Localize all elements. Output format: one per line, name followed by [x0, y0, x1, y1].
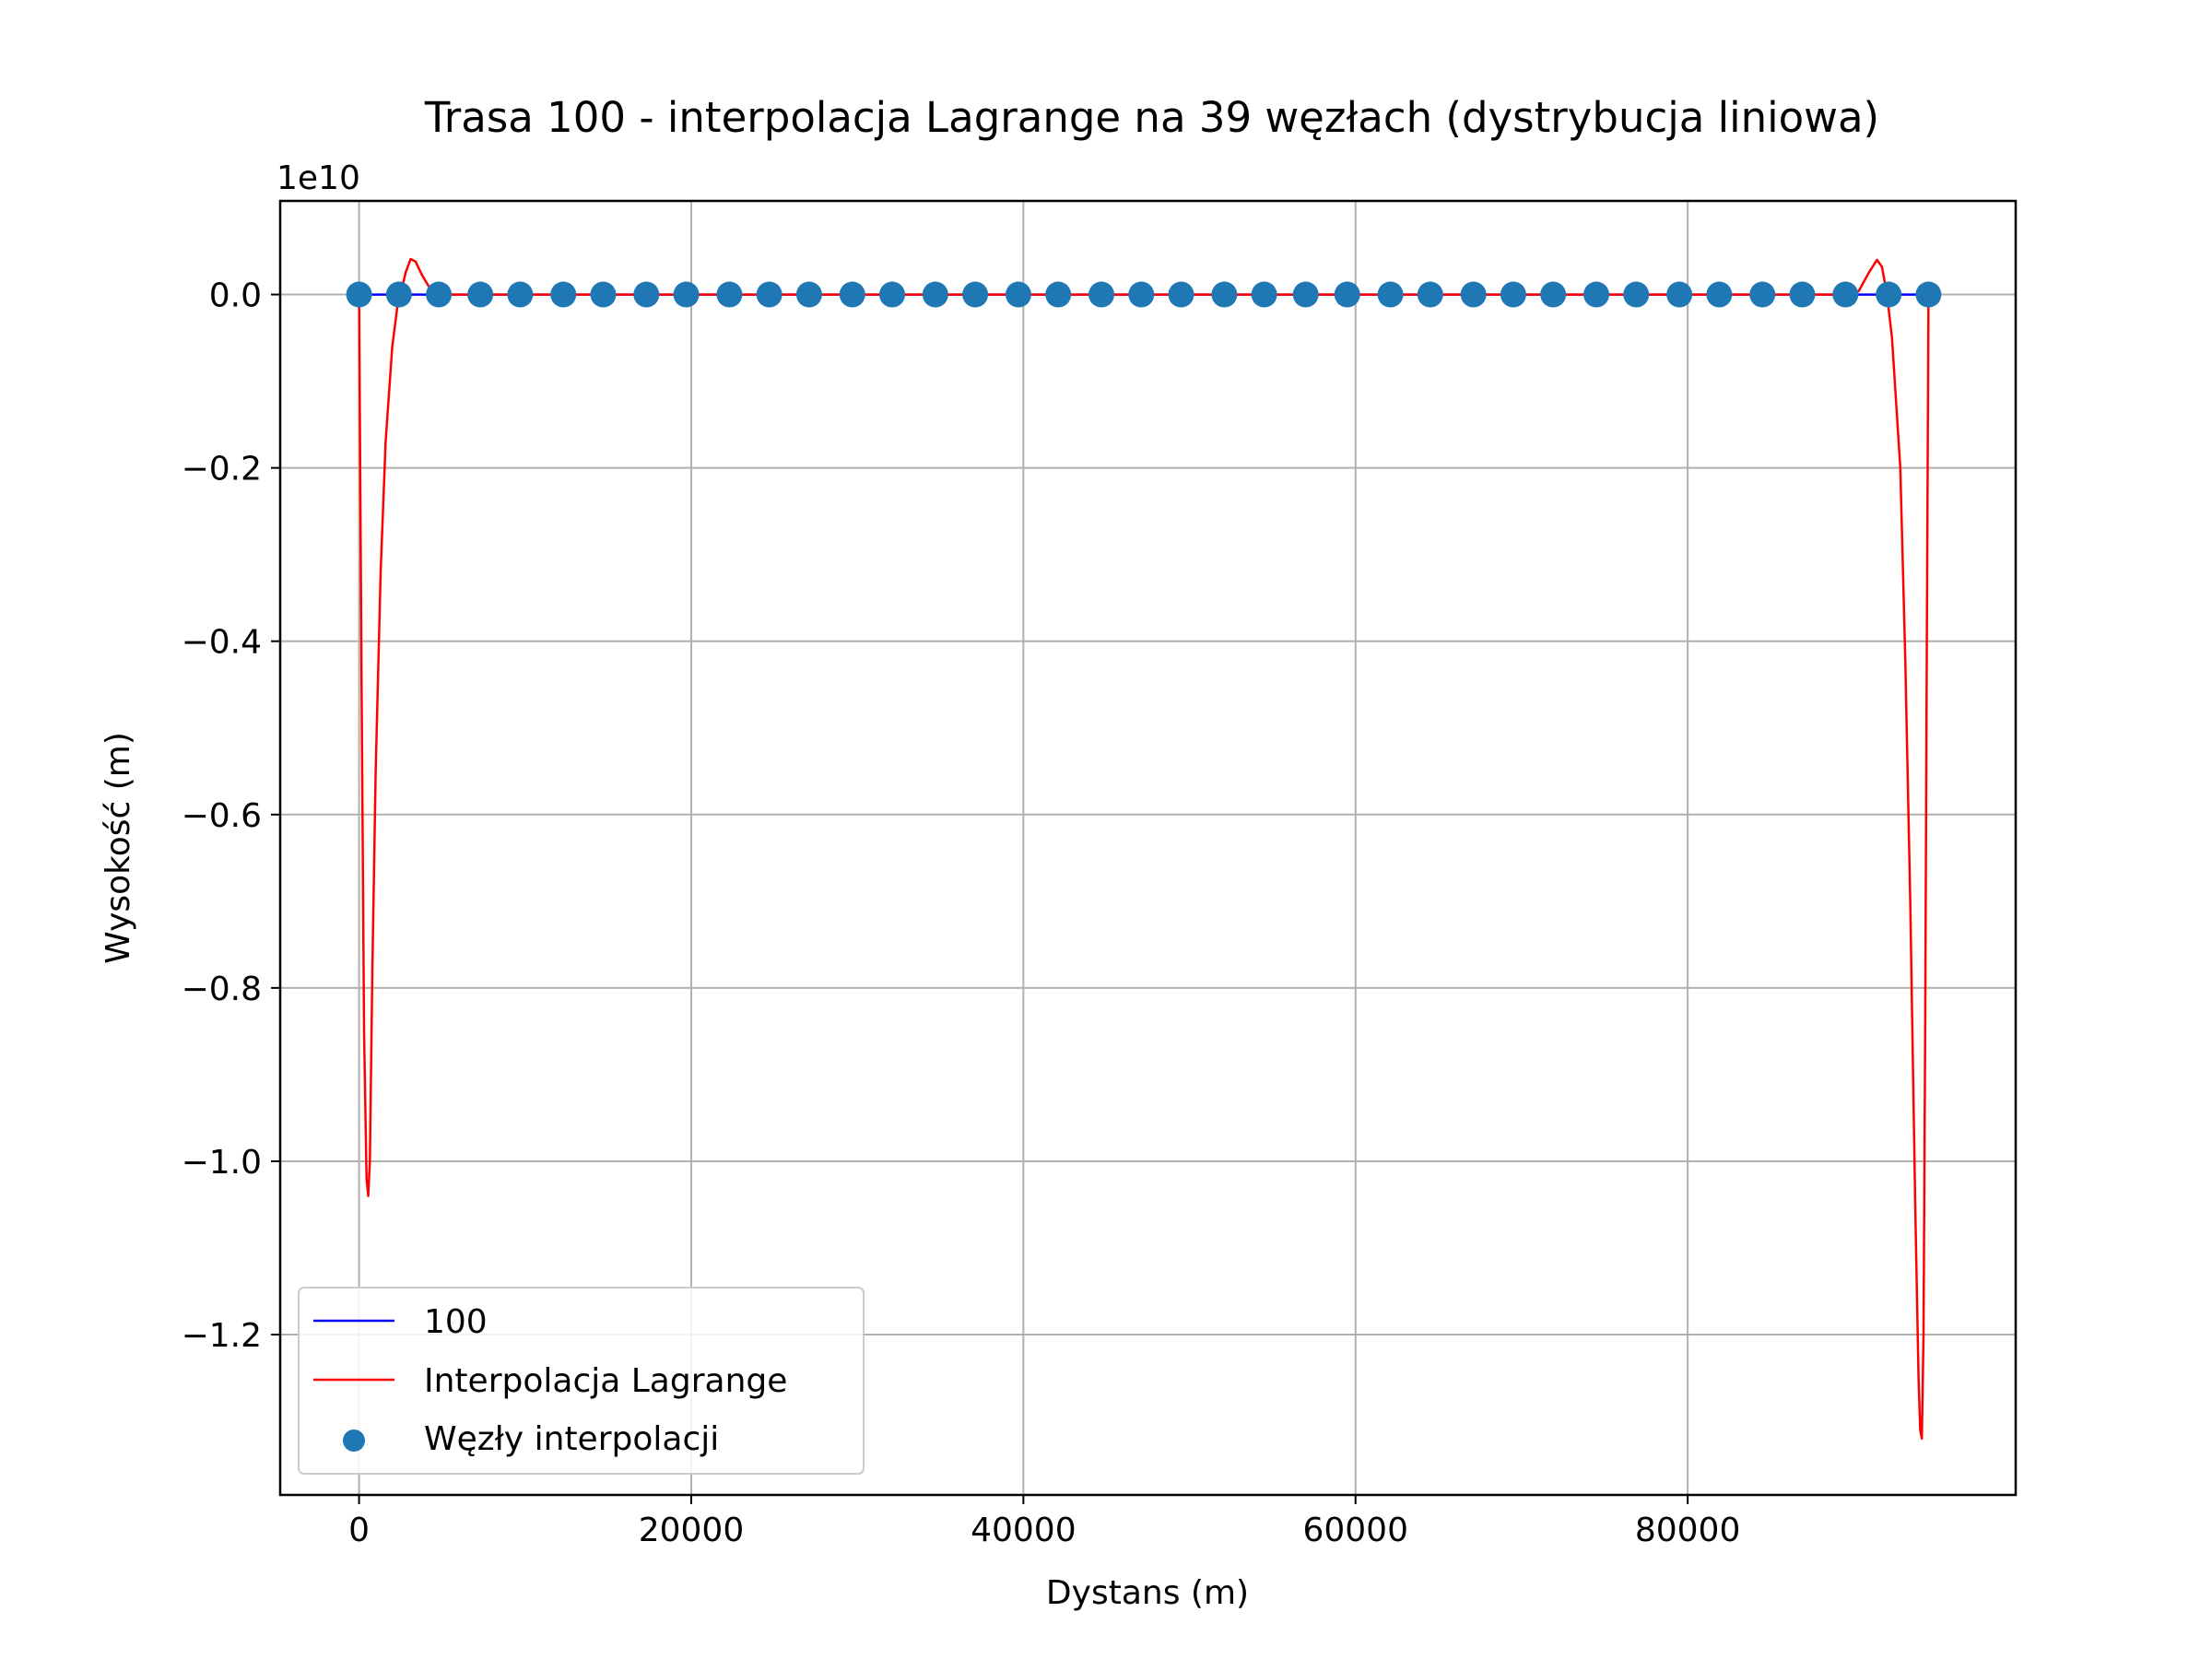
y-tick-label: −1.2: [182, 1317, 262, 1355]
legend: 100 Interpolacja Lagrange Węzły interpol…: [298, 1287, 865, 1475]
node-point: [426, 281, 453, 308]
y-offset-label: 1e10: [276, 159, 360, 197]
node-point: [346, 281, 372, 308]
x-axis: 0 20000 40000 60000 80000: [348, 1495, 1740, 1549]
node-point: [1377, 281, 1404, 308]
plot-frame: [278, 199, 2018, 1497]
node-point: [879, 281, 906, 308]
node-point: [1666, 281, 1693, 308]
node-point: [673, 281, 700, 308]
legend-label-100: 100: [424, 1303, 488, 1341]
node-point: [385, 281, 412, 308]
x-tick-label: 40000: [971, 1512, 1077, 1549]
node-point: [1292, 281, 1319, 308]
legend-label-nodes: Węzły interpolacji: [424, 1420, 719, 1458]
y-tick-label: −0.8: [182, 971, 262, 1008]
node-point: [1623, 281, 1650, 308]
series-layer: [346, 257, 1942, 1441]
node-point: [922, 281, 948, 308]
node-point: [550, 281, 577, 308]
legend-box: [298, 1287, 865, 1475]
node-point: [1915, 281, 1942, 308]
node-point: [1168, 281, 1194, 308]
y-tick-label: 0.0: [209, 277, 262, 315]
node-point: [507, 281, 534, 308]
node-point: [795, 281, 822, 308]
node-point: [1045, 281, 1072, 308]
y-tick-label: −0.2: [182, 451, 262, 488]
node-point: [1706, 281, 1733, 308]
chart-title: Trasa 100 - interpolacja Lagrange na 39 …: [424, 93, 1879, 142]
y-tick-label: −0.6: [182, 797, 262, 835]
node-point: [1088, 281, 1115, 308]
node-point: [1540, 281, 1567, 308]
x-tick-label: 20000: [639, 1512, 745, 1549]
node-point: [1211, 281, 1238, 308]
grid: [280, 201, 2016, 1495]
node-point: [1583, 281, 1610, 308]
node-point: [716, 281, 743, 308]
legend-label-lagrange: Interpolacja Lagrange: [424, 1362, 787, 1400]
node-point: [1417, 281, 1443, 308]
node-point: [1128, 281, 1155, 308]
node-point: [590, 281, 617, 308]
node-point: [1789, 281, 1816, 308]
node-point: [1005, 281, 1031, 308]
node-point: [1251, 281, 1277, 308]
node-point: [1334, 281, 1360, 308]
node-point: [962, 281, 989, 308]
node-point: [1500, 281, 1526, 308]
node-point: [1876, 281, 1902, 308]
x-axis-label: Dystans (m): [1046, 1574, 1249, 1612]
y-axis: 0.0 −0.2 −0.4 −0.6 −0.8 −1.0 −1.2: [182, 277, 280, 1355]
legend-swatch-nodes: [343, 1430, 365, 1452]
y-tick-label: −1.0: [182, 1144, 262, 1182]
y-tick-label: −0.4: [182, 624, 262, 662]
node-point: [839, 281, 865, 308]
node-point: [1460, 281, 1487, 308]
node-point: [756, 281, 782, 308]
x-tick-label: 0: [348, 1512, 370, 1549]
node-point: [1749, 281, 1776, 308]
node-point: [1832, 281, 1859, 308]
node-point: [467, 281, 494, 308]
node-point: [633, 281, 660, 308]
x-tick-label: 60000: [1302, 1512, 1408, 1549]
series-line-1: [358, 257, 1930, 1441]
y-axis-label: Wysokość (m): [100, 732, 137, 964]
x-tick-label: 80000: [1635, 1512, 1741, 1549]
